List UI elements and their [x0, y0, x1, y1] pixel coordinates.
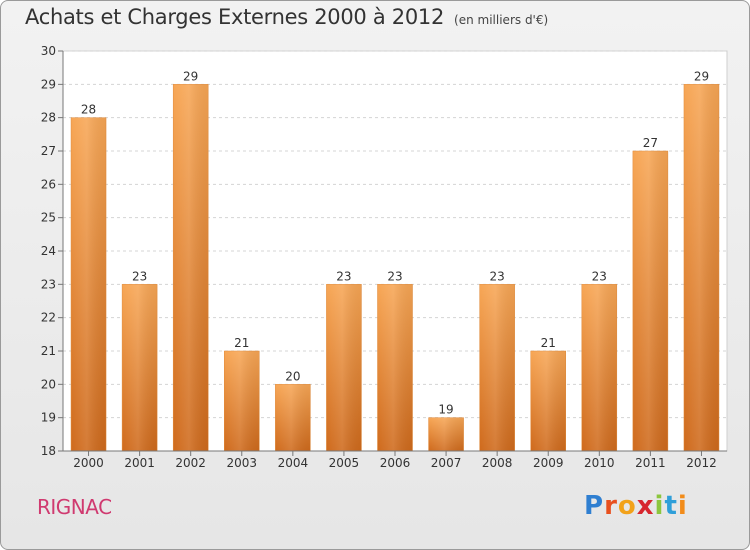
bar-shine-2001	[122, 284, 158, 451]
bar-value-label: 23	[336, 269, 351, 283]
bar-shine-2006	[377, 284, 413, 451]
chart-subtitle: (en milliers d'€)	[454, 13, 549, 27]
x-tick-label: 2010	[584, 456, 615, 470]
bar-shine-2003	[224, 351, 260, 451]
chart-title-text: Achats et Charges Externes 2000 à 2012	[25, 5, 445, 29]
x-tick-label: 2008	[482, 456, 513, 470]
bar-value-label: 28	[81, 103, 96, 117]
y-axis-labels: 18 19 20 21 22 23 24 25 26 27 28 29 30	[41, 44, 63, 458]
x-tick-label: 2000	[73, 456, 104, 470]
y-tick-label: 20	[41, 377, 56, 391]
logo-letter: x	[636, 491, 655, 521]
bar-value-label: 21	[234, 336, 249, 350]
bar-value-label: 20	[285, 369, 300, 383]
x-tick-label: 2004	[278, 456, 309, 470]
x-tick-label: 2002	[175, 456, 206, 470]
bar-shine-2007	[428, 417, 464, 451]
bar-value-label: 23	[592, 269, 607, 283]
y-tick-label: 25	[41, 211, 56, 225]
bar-shine-2000	[71, 117, 107, 452]
y-tick-label: 23	[41, 277, 56, 291]
x-axis-labels: 2000 2001 2002 2003 2004 2005 2006 2007 2008 2009…	[73, 451, 717, 470]
y-tick-label: 30	[41, 44, 56, 58]
x-tick-label: 2011	[635, 456, 666, 470]
bar-shine-2011	[632, 151, 668, 451]
x-tick-label: 2007	[431, 456, 462, 470]
x-tick-label: 2006	[380, 456, 411, 470]
bar-shine-2010	[581, 284, 617, 451]
y-tick-label: 21	[41, 344, 56, 358]
x-tick-label: 2003	[226, 456, 257, 470]
bar-value-label: 23	[132, 269, 147, 283]
bars-group: 28 23 29 21 20 23 23 19 23 21 23 27 29	[70, 69, 720, 452]
y-tick-label: 24	[41, 244, 56, 258]
x-tick-label: 2012	[686, 456, 717, 470]
bar-shine-2008	[479, 284, 515, 451]
bar-value-label: 23	[490, 269, 505, 283]
chart-title: Achats et Charges Externes 2000 à 2012 (e…	[25, 5, 548, 29]
y-tick-label: 18	[41, 444, 56, 458]
logo-letter: r	[604, 491, 618, 521]
y-tick-label: 22	[41, 311, 56, 325]
x-tick-label: 2009	[533, 456, 564, 470]
logo-letter: t	[664, 491, 678, 521]
y-tick-label: 27	[41, 144, 56, 158]
commune-name: RIGNAC	[37, 495, 112, 519]
bar-shine-2002	[173, 84, 209, 451]
bar-value-label: 29	[694, 69, 709, 83]
proxiti-logo[interactable]: Proxiti	[584, 491, 688, 521]
x-tick-label: 2001	[124, 456, 155, 470]
bar-value-label: 21	[541, 336, 556, 350]
logo-letter: o	[617, 491, 637, 521]
logo-letter: P	[584, 491, 605, 521]
logo-letter: i	[677, 491, 688, 521]
x-tick-label: 2005	[329, 456, 360, 470]
y-tick-label: 19	[41, 411, 56, 425]
bar-value-label: 29	[183, 69, 198, 83]
bar-shine-2004	[275, 384, 311, 451]
bar-value-label: 19	[438, 403, 453, 417]
bar-shine-2012	[683, 84, 719, 451]
y-tick-label: 28	[41, 111, 56, 125]
y-tick-label: 29	[41, 77, 56, 91]
bar-shine-2005	[326, 284, 362, 451]
y-tick-label: 26	[41, 177, 56, 191]
bar-value-label: 27	[643, 136, 658, 150]
bar-value-label: 23	[387, 269, 402, 283]
bar-shine-2009	[530, 351, 566, 451]
logo-letter: i	[654, 491, 665, 521]
